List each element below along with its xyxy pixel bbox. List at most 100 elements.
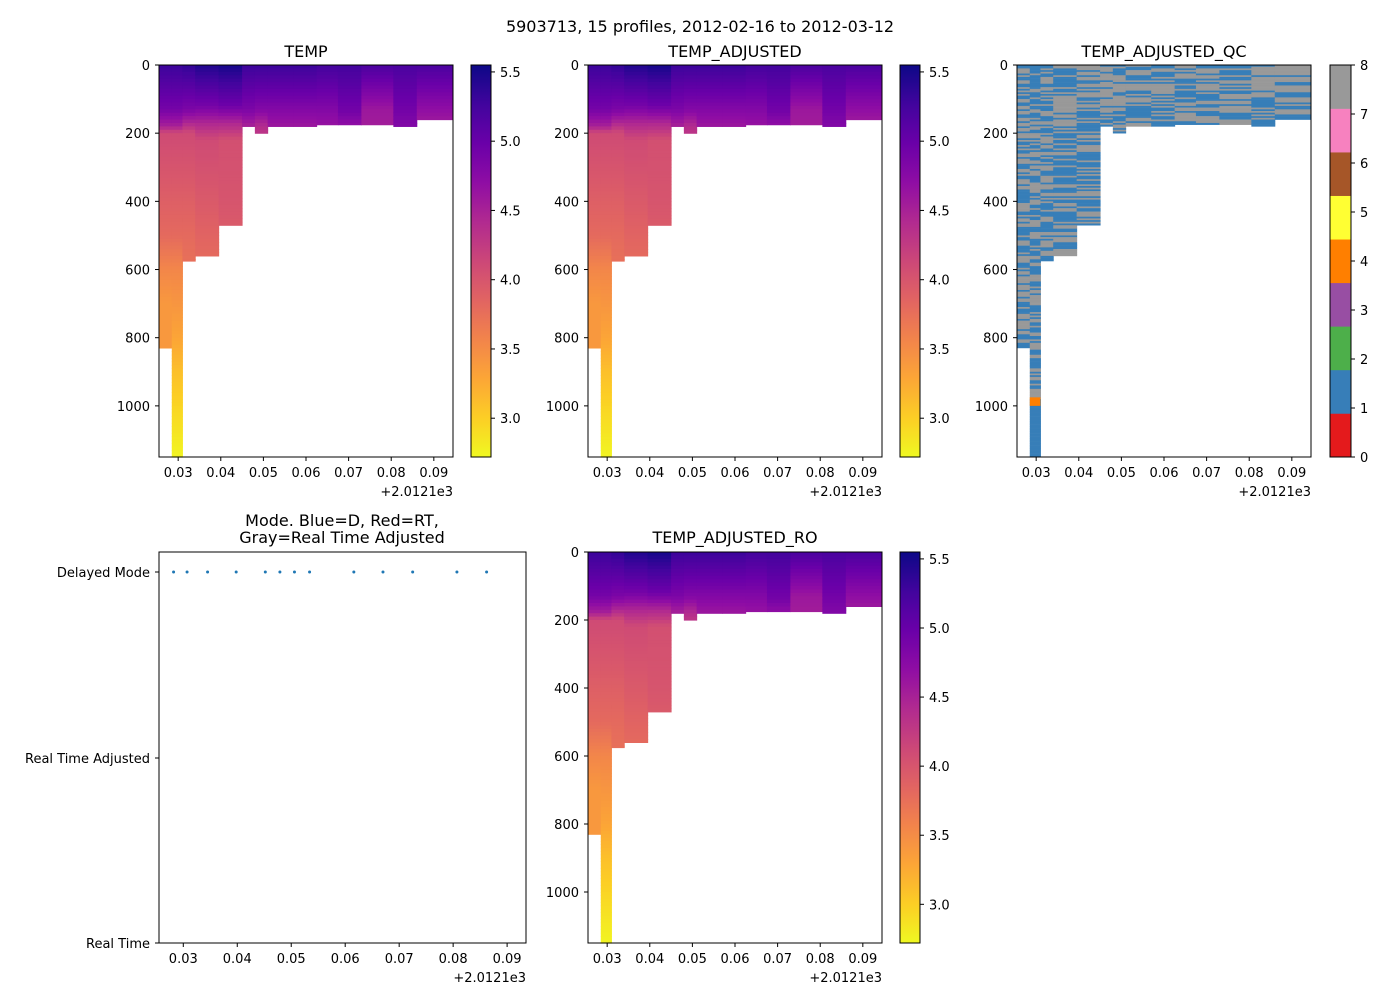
- temp-adjusted-ro-cell: [647, 586, 672, 590]
- qc-cell: [1151, 105, 1176, 108]
- qc-cell: [1029, 199, 1041, 202]
- temp-cell: [316, 95, 339, 100]
- qc-cell: [1053, 155, 1078, 158]
- qc-cell: [1029, 310, 1041, 313]
- qc-cell: [1174, 70, 1197, 73]
- temp-adjusted-cell: [611, 170, 625, 175]
- temp-adjusted-ro-cell: [588, 691, 602, 696]
- qc-cell: [1040, 203, 1054, 206]
- temp-adjusted-cell: [588, 78, 602, 83]
- temp-cell: [393, 85, 418, 90]
- temp-adjusted-colorbar-tick-label: 5.5: [929, 66, 950, 81]
- temp-y-tick-label: 600: [125, 264, 150, 279]
- temp-adjusted-cell: [845, 71, 883, 76]
- temp-adjusted-cell: [588, 300, 602, 305]
- qc-cell: [1017, 133, 1031, 136]
- qc-cell: [1195, 78, 1220, 81]
- temp-adjusted-cell: [745, 105, 768, 110]
- qc-cell: [1040, 131, 1054, 134]
- temp-adjusted-ro-cell: [683, 613, 698, 618]
- temp-adjusted-cell: [611, 116, 625, 121]
- qc-cell: [1029, 175, 1041, 178]
- temp-adjusted-cell: [624, 187, 649, 192]
- temp-adjusted-cell: [722, 99, 747, 104]
- temp-cell: [393, 71, 418, 76]
- temp-adjusted-ro-cell: [588, 677, 602, 682]
- temp-adjusted-ro-cell: [588, 722, 602, 726]
- qc-cell: [1029, 196, 1041, 199]
- temp-adjusted-ro-cell: [611, 640, 625, 645]
- qc-cell: [1029, 407, 1041, 410]
- qc-cell: [1274, 97, 1312, 100]
- temp-adjusted-cell: [845, 112, 883, 117]
- temp-cell: [159, 194, 173, 199]
- temp-adjusted-ro-cell: [790, 582, 823, 587]
- temp-cell: [416, 102, 454, 107]
- qc-cell: [1100, 68, 1114, 71]
- temp-adjusted-cell: [611, 214, 625, 219]
- qc-cell: [1053, 201, 1078, 204]
- temp-adjusted-cell: [600, 228, 612, 233]
- temp-adjusted-cell: [588, 218, 602, 223]
- temp-cell: [182, 242, 196, 247]
- qc-cell: [1251, 100, 1276, 103]
- qc-cell: [1112, 66, 1127, 69]
- temp-cell: [159, 109, 173, 114]
- qc-cell: [1053, 141, 1078, 144]
- temp-adjusted-ro-cell: [600, 599, 612, 604]
- temp-adjusted-cell: [696, 82, 723, 87]
- temp-cell: [361, 71, 394, 76]
- qc-cell: [1053, 116, 1078, 119]
- temp-cell: [195, 211, 220, 216]
- temp-adjusted-cell: [600, 392, 612, 397]
- temp-adjusted-ro-cell: [647, 664, 672, 669]
- qc-cell: [1219, 114, 1252, 117]
- qc-cell: [1029, 131, 1041, 134]
- temp-adjusted-ro-cell: [588, 599, 602, 604]
- qc-cell: [1076, 211, 1101, 214]
- temp-adjusted-ro-cell: [671, 582, 685, 587]
- temp-adjusted-ro-cell: [624, 667, 649, 672]
- temp-adjusted-ro-cell: [611, 725, 625, 730]
- temp-adjusted-cell: [600, 269, 612, 274]
- temp-adjusted-x-tick-label: 0.03: [593, 466, 622, 481]
- qc-cell: [1053, 75, 1078, 78]
- qc-cell: [1053, 189, 1078, 192]
- qc-cell: [1125, 65, 1152, 68]
- qc-cell: [1251, 90, 1276, 93]
- temp-adjusted-cell: [722, 105, 747, 110]
- qc-cell: [1174, 116, 1197, 119]
- temp-adjusted-ro-cell: [722, 558, 747, 563]
- qc-cell: [1017, 342, 1031, 345]
- temp-adjusted-ro-cell: [588, 752, 602, 757]
- temp-adjusted-cell: [611, 129, 625, 134]
- temp-cell: [361, 122, 394, 126]
- qc-cell: [1029, 214, 1041, 217]
- temp-adjusted-ro-cell: [822, 599, 847, 604]
- temp-cell: [218, 180, 243, 185]
- temp-adjusted-cell: [683, 65, 698, 70]
- temp-adjusted-qc-heatmap: [1017, 65, 1312, 458]
- temp-adjusted-x-tick-label: 0.08: [806, 466, 835, 481]
- temp-adjusted-ro-cell: [647, 599, 672, 604]
- temp-cell: [171, 324, 183, 329]
- temp-cell: [267, 85, 294, 90]
- temp-adjusted-cell: [624, 184, 649, 189]
- temp-cell: [416, 95, 454, 100]
- temp-cell: [182, 238, 196, 243]
- temp-cell: [337, 92, 362, 97]
- temp-adjusted-ro-cell: [624, 592, 649, 597]
- temp-adjusted-ro-cell: [600, 565, 612, 570]
- temp-cell: [218, 174, 243, 179]
- temp-adjusted-ro-cell: [766, 565, 791, 570]
- temp-adjusted-ro-cell: [790, 572, 823, 577]
- temp-adjusted-cell: [611, 150, 625, 155]
- qc-cell: [1112, 71, 1127, 74]
- temp-adjusted-cell: [624, 160, 649, 165]
- qc-cell: [1017, 131, 1031, 134]
- temp-adjusted-cell: [600, 351, 612, 356]
- temp-adjusted-ro-cell: [624, 569, 649, 573]
- qc-cell: [1029, 330, 1041, 333]
- qc-cell: [1053, 252, 1078, 255]
- temp-adjusted-cell: [588, 191, 602, 196]
